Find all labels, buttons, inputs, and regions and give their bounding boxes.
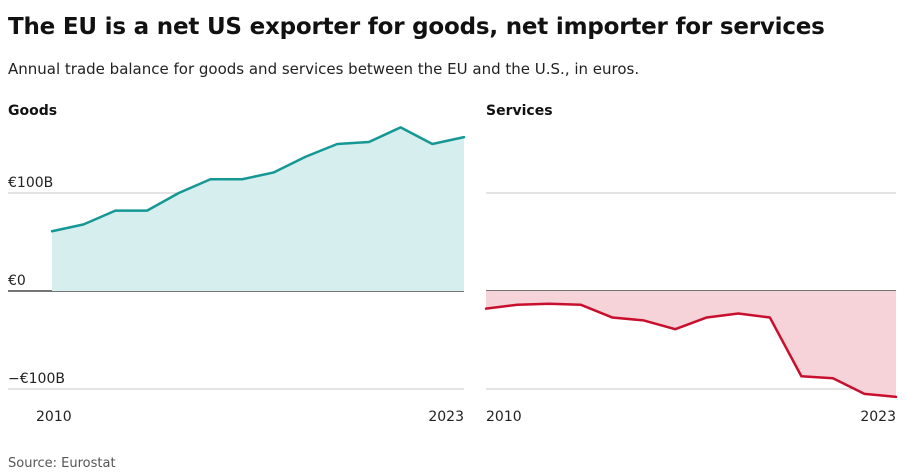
services-x-tick-end: 2023 [860, 409, 896, 425]
chart-subtitle: Annual trade balance for goods and servi… [8, 60, 640, 78]
services-series-line [484, 302, 898, 399]
goods-series-line [50, 126, 466, 233]
goods-panel-title: Goods [8, 103, 57, 119]
y-tick-label: €0 [8, 273, 26, 289]
goods-x-tick-end: 2023 [428, 409, 464, 425]
y-tick-label: −€100B [8, 371, 65, 387]
services-x-tick-start: 2010 [486, 409, 522, 425]
services-panel-title: Services [486, 103, 553, 119]
chart-title: The EU is a net US exporter for goods, n… [8, 14, 825, 40]
source-note: Source: Eurostat [8, 456, 116, 471]
goods-area-fill [52, 127, 464, 291]
goods-x-tick-start: 2010 [36, 409, 72, 425]
y-tick-label: €100B [8, 175, 53, 191]
services-area-fill [486, 291, 896, 397]
